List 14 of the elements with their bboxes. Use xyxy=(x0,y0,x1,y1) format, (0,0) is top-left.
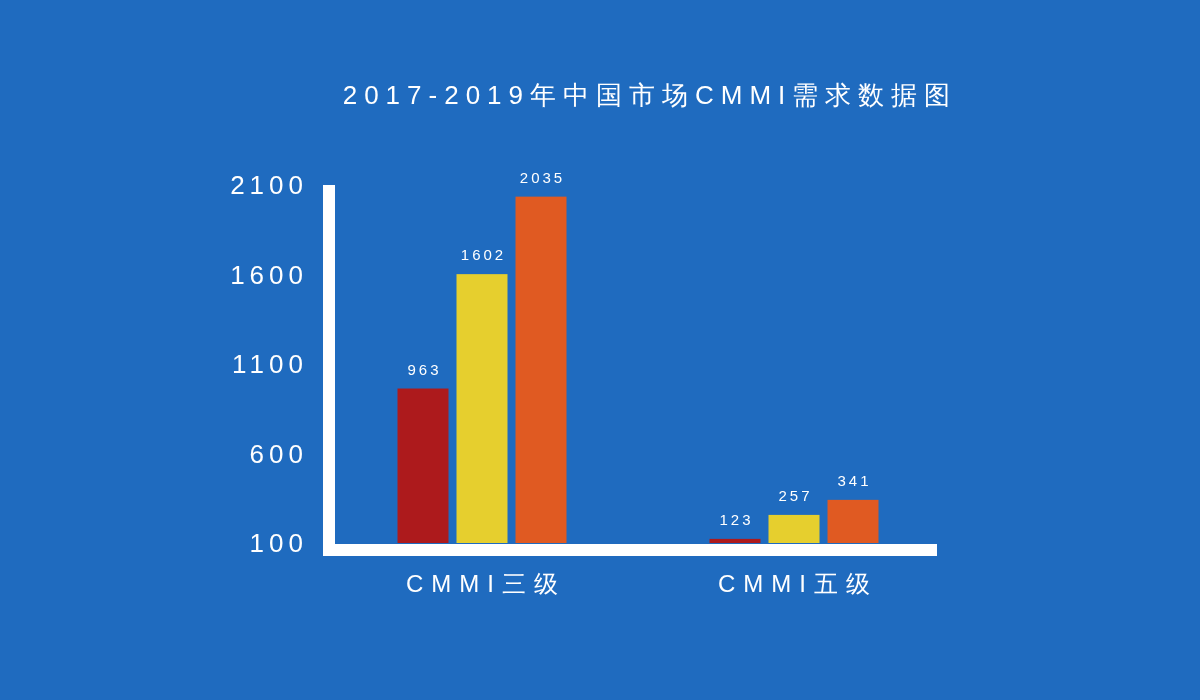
data-label: 341 xyxy=(837,471,872,489)
y-tick-label: 1600 xyxy=(230,259,308,290)
data-label: 123 xyxy=(719,510,754,528)
data-label: 1602 xyxy=(460,246,507,264)
chart-title: 2017-2019年中国市场CMMI需求数据图 xyxy=(342,80,958,110)
data-label: 963 xyxy=(407,360,442,378)
data-label: 257 xyxy=(778,486,813,504)
y-tick-label: 100 xyxy=(249,528,308,558)
x-tick-label: CMMI三级 xyxy=(406,570,566,597)
y-tick-label: 2100 xyxy=(230,170,308,200)
data-label: 2035 xyxy=(519,168,566,186)
x-tick-label: CMMI五级 xyxy=(718,570,878,597)
y-tick-label: 600 xyxy=(249,438,308,469)
y-tick-label: 1100 xyxy=(232,349,308,379)
